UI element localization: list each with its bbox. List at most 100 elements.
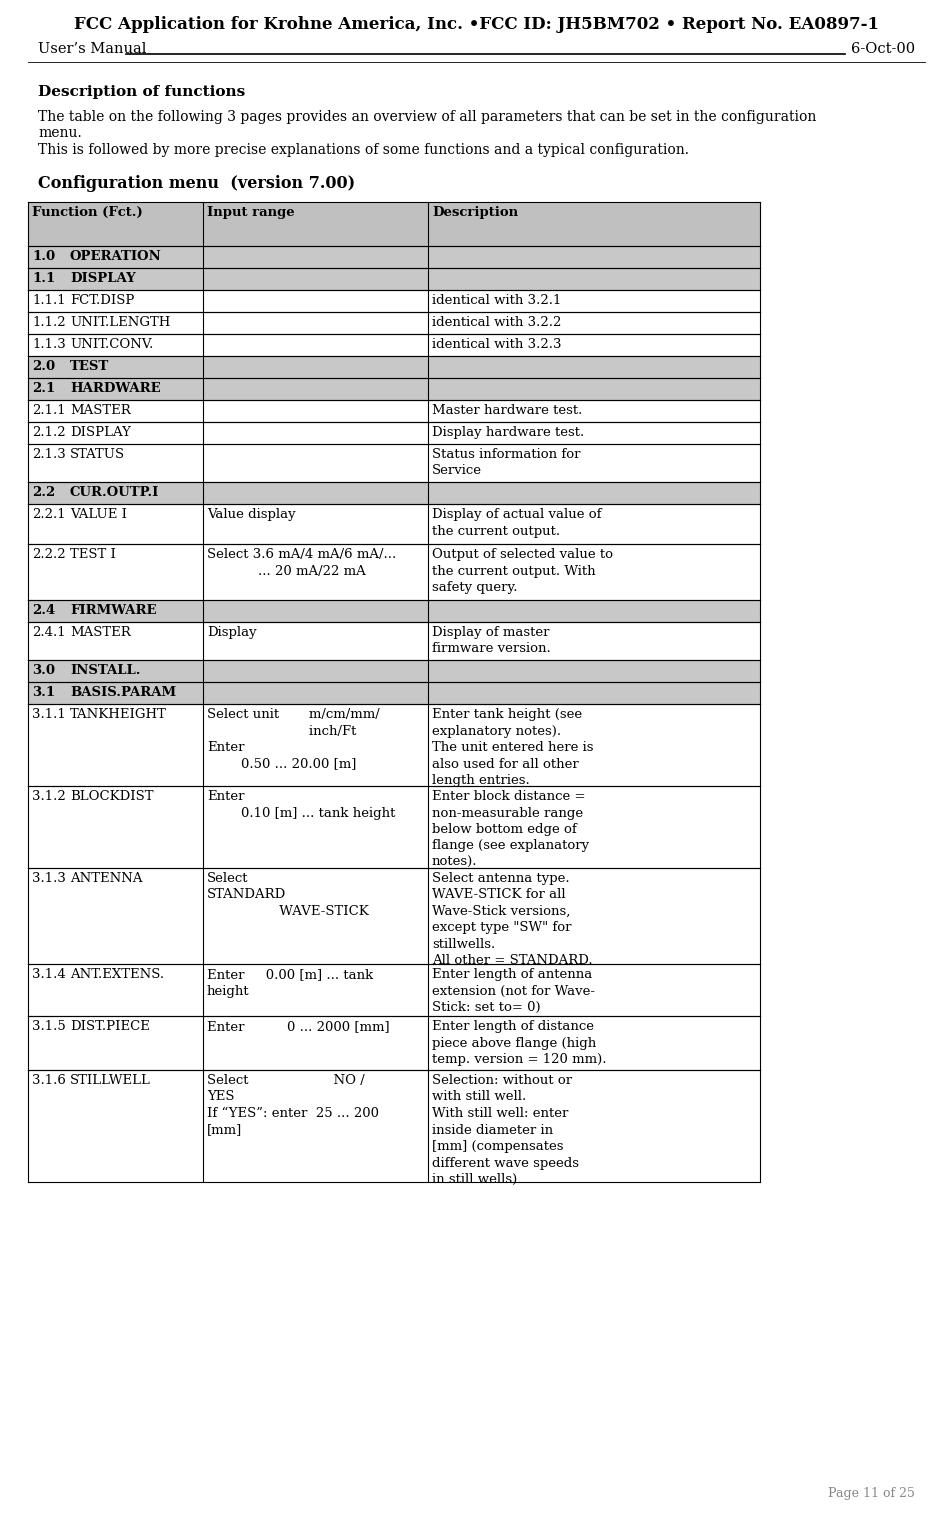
Text: Input range: Input range — [207, 206, 294, 219]
Text: 2.2: 2.2 — [32, 486, 55, 499]
Bar — [28, 786, 759, 868]
Bar — [28, 313, 759, 334]
Bar — [28, 443, 759, 483]
Text: 3.1.3: 3.1.3 — [32, 871, 66, 885]
Text: 1.1.1: 1.1.1 — [32, 294, 66, 307]
Text: 2.0: 2.0 — [32, 360, 55, 373]
Bar — [28, 964, 759, 1016]
Text: 1.0: 1.0 — [32, 250, 55, 263]
Text: 2.1.2: 2.1.2 — [32, 427, 66, 439]
Text: Select
STANDARD
                 WAVE-STICK: Select STANDARD WAVE-STICK — [207, 871, 368, 918]
Text: Description: Description — [431, 206, 518, 219]
Text: Enter length of antenna
extension (not for Wave-
Stick: set to= 0): Enter length of antenna extension (not f… — [431, 968, 594, 1014]
Text: 2.1.1: 2.1.1 — [32, 404, 66, 417]
Text: Status information for
Service: Status information for Service — [431, 448, 580, 478]
Bar — [28, 622, 759, 660]
Text: Output of selected value to
the current output. With
safety query.: Output of selected value to the current … — [431, 548, 612, 594]
Text: 2.1.3: 2.1.3 — [32, 448, 66, 461]
Text: Display of master
firmware version.: Display of master firmware version. — [431, 625, 550, 656]
Text: User’s Manual: User’s Manual — [38, 43, 147, 56]
Text: Master hardware test.: Master hardware test. — [431, 404, 582, 417]
Text: DISPLAY: DISPLAY — [69, 427, 130, 439]
Text: Selection: without or
with still well.
With still well: enter
inside diameter in: Selection: without or with still well. W… — [431, 1075, 579, 1186]
Bar — [28, 202, 759, 246]
Text: Function (Fct.): Function (Fct.) — [32, 206, 143, 219]
Text: STILLWELL: STILLWELL — [69, 1075, 150, 1087]
Bar — [28, 543, 759, 600]
Text: 3.1.6: 3.1.6 — [32, 1075, 66, 1087]
Text: STATUS: STATUS — [69, 448, 125, 461]
Text: HARDWARE: HARDWARE — [69, 383, 161, 395]
Text: Select unit       m/cm/mm/
                        inch/Ft
Enter
        0.50 ..: Select unit m/cm/mm/ inch/Ft Enter 0.50 … — [207, 707, 379, 771]
Text: CUR.OUTP.I: CUR.OUTP.I — [69, 486, 159, 499]
Text: FCT.DISP: FCT.DISP — [69, 294, 134, 307]
Text: FIRMWARE: FIRMWARE — [69, 604, 156, 616]
Text: 1.1.2: 1.1.2 — [32, 316, 66, 329]
Text: menu.: menu. — [38, 126, 82, 140]
Bar — [28, 401, 759, 422]
Text: 2.4: 2.4 — [32, 604, 55, 616]
Text: Configuration menu  (version 7.00): Configuration menu (version 7.00) — [38, 175, 355, 191]
Text: 3.1: 3.1 — [32, 686, 55, 698]
Bar — [28, 682, 759, 704]
Text: Enter
        0.10 [m] ... tank height: Enter 0.10 [m] ... tank height — [207, 789, 395, 820]
Text: MASTER: MASTER — [69, 625, 130, 639]
Text: TANKHEIGHT: TANKHEIGHT — [69, 707, 167, 721]
Bar — [28, 660, 759, 682]
Text: 2.4.1: 2.4.1 — [32, 625, 66, 639]
Bar — [28, 334, 759, 357]
Text: Enter     0.00 [m] ... tank
height: Enter 0.00 [m] ... tank height — [207, 968, 373, 997]
Text: DISPLAY: DISPLAY — [69, 272, 135, 285]
Text: INSTALL.: INSTALL. — [69, 663, 140, 677]
Text: 1.1.3: 1.1.3 — [32, 339, 66, 351]
Text: FCC Application for Krohne America, Inc. •FCC ID: JH5BM702 • Report No. EA0897-1: FCC Application for Krohne America, Inc.… — [74, 17, 878, 33]
Text: ANT.EXTENS.: ANT.EXTENS. — [69, 968, 164, 981]
Text: identical with 3.2.1: identical with 3.2.1 — [431, 294, 561, 307]
Text: ANTENNA: ANTENNA — [69, 871, 143, 885]
Text: Display: Display — [207, 625, 256, 639]
Bar — [28, 246, 759, 269]
Text: 3.0: 3.0 — [32, 663, 55, 677]
Bar — [28, 290, 759, 313]
Bar — [28, 357, 759, 378]
Text: Description of functions: Description of functions — [38, 85, 245, 99]
Text: UNIT.CONV.: UNIT.CONV. — [69, 339, 153, 351]
Text: Select                    NO /
YES
If “YES”: enter  25 ... 200
[mm]: Select NO / YES If “YES”: enter 25 ... 2… — [207, 1075, 379, 1137]
Bar — [28, 868, 759, 964]
Bar — [28, 483, 759, 504]
Text: OPERATION: OPERATION — [69, 250, 162, 263]
Text: Value display: Value display — [207, 509, 295, 521]
Text: TEST I: TEST I — [69, 548, 116, 562]
Text: UNIT.LENGTH: UNIT.LENGTH — [69, 316, 170, 329]
Text: 1.1: 1.1 — [32, 272, 55, 285]
Text: BLOCKDIST: BLOCKDIST — [69, 789, 153, 803]
Text: Page 11 of 25: Page 11 of 25 — [827, 1488, 914, 1500]
Text: MASTER: MASTER — [69, 404, 130, 417]
Bar — [28, 600, 759, 622]
Text: Enter tank height (see
explanatory notes).
The unit entered here is
also used fo: Enter tank height (see explanatory notes… — [431, 707, 593, 786]
Text: Select 3.6 mA/4 mA/6 mA/...
            ... 20 mA/22 mA: Select 3.6 mA/4 mA/6 mA/... ... 20 mA/22… — [207, 548, 396, 577]
Text: 6-Oct-00: 6-Oct-00 — [850, 43, 914, 56]
Text: Display of actual value of
the current output.: Display of actual value of the current o… — [431, 509, 601, 537]
Text: 2.1: 2.1 — [32, 383, 55, 395]
Text: Enter          0 ... 2000 [mm]: Enter 0 ... 2000 [mm] — [207, 1020, 389, 1034]
Text: identical with 3.2.2: identical with 3.2.2 — [431, 316, 561, 329]
Text: Display hardware test.: Display hardware test. — [431, 427, 584, 439]
Text: This is followed by more precise explanations of some functions and a typical co: This is followed by more precise explana… — [38, 143, 688, 156]
Text: 3.1.2: 3.1.2 — [32, 789, 66, 803]
Text: BASIS.PARAM: BASIS.PARAM — [69, 686, 176, 698]
Text: Select antenna type.
WAVE-STICK for all
Wave-Stick versions,
except type "SW" fo: Select antenna type. WAVE-STICK for all … — [431, 871, 592, 967]
Bar — [28, 422, 759, 443]
Text: 2.2.2: 2.2.2 — [32, 548, 66, 562]
Text: 2.2.1: 2.2.1 — [32, 509, 66, 521]
Bar — [28, 269, 759, 290]
Text: The table on the following 3 pages provides an overview of all parameters that c: The table on the following 3 pages provi… — [38, 109, 816, 124]
Text: 3.1.4: 3.1.4 — [32, 968, 66, 981]
Text: VALUE I: VALUE I — [69, 509, 127, 521]
Text: Enter block distance =
non-measurable range
below bottom edge of
flange (see exp: Enter block distance = non-measurable ra… — [431, 789, 588, 868]
Text: identical with 3.2.3: identical with 3.2.3 — [431, 339, 561, 351]
Text: Enter length of distance
piece above flange (high
temp. version = 120 mm).: Enter length of distance piece above fla… — [431, 1020, 605, 1066]
Bar — [28, 378, 759, 401]
Bar — [28, 1070, 759, 1183]
Text: TEST: TEST — [69, 360, 109, 373]
